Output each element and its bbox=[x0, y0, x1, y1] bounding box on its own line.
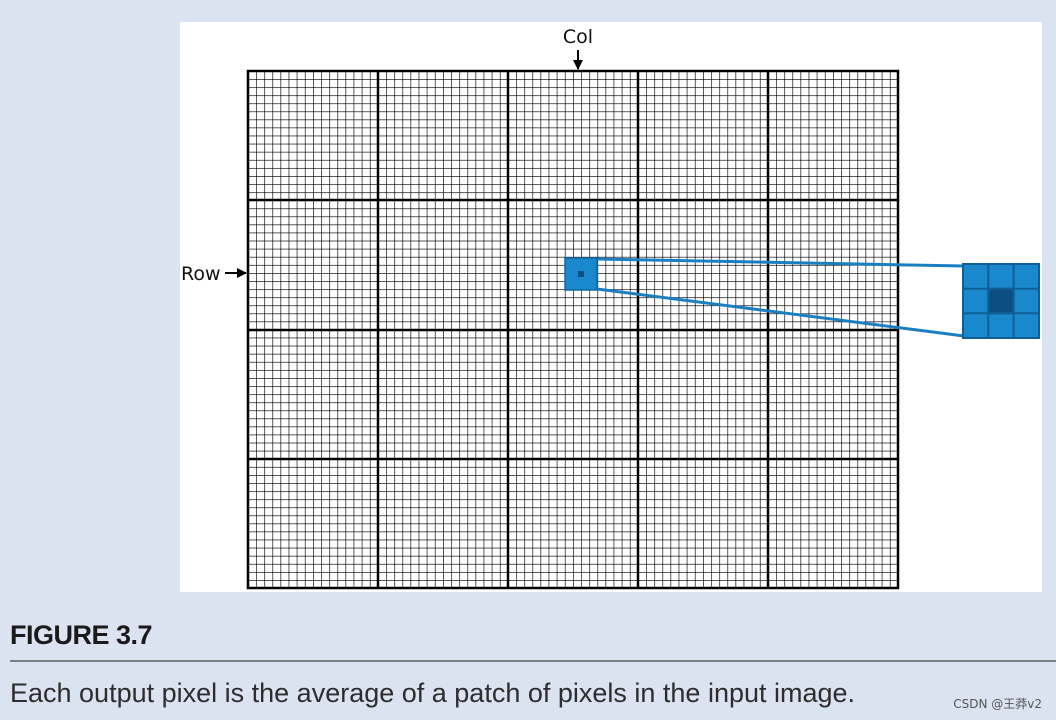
zoomed-patch bbox=[962, 263, 1040, 339]
figure-number: FIGURE 3.7 bbox=[10, 620, 152, 650]
zoom-lines bbox=[596, 257, 965, 338]
pixel-grid bbox=[246, 69, 900, 590]
col-label: Col bbox=[563, 26, 593, 48]
row-label: Row bbox=[181, 263, 221, 285]
patch bbox=[564, 257, 598, 291]
caption: Each output pixel is the average of a pa… bbox=[10, 678, 855, 708]
watermark: CSDN @王莽v2 bbox=[953, 697, 1042, 711]
